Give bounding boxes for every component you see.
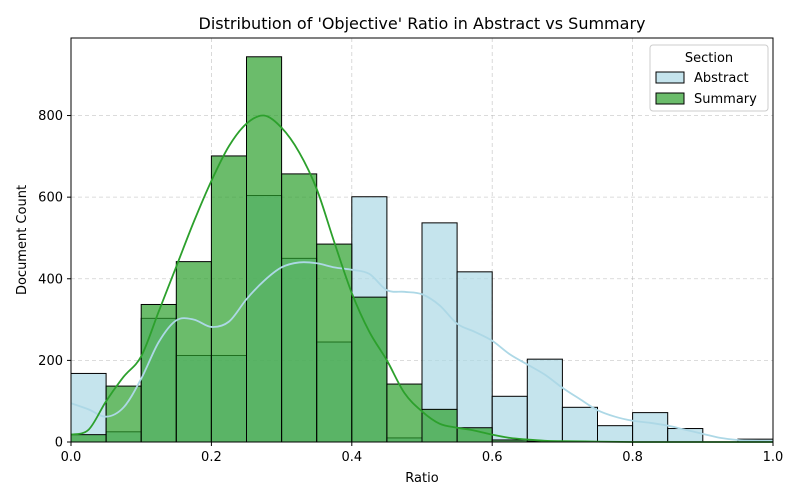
summary-bar-10 bbox=[421, 408, 458, 443]
y-tick-label-4: 800 bbox=[38, 109, 63, 124]
legend: Section Abstract Summary bbox=[649, 44, 769, 112]
x-tick-label-5: 1.0 bbox=[763, 450, 784, 465]
y-axis-ticks: 0 200 400 600 800 bbox=[38, 109, 71, 451]
abstract-bar-16 bbox=[632, 412, 669, 443]
y-axis-label: Document Count bbox=[15, 185, 30, 295]
abstract-bar-0 bbox=[70, 372, 107, 443]
summary-bar-4 bbox=[210, 155, 247, 443]
x-tick-label-2: 0.4 bbox=[341, 450, 362, 465]
legend-label-abstract: Abstract bbox=[694, 71, 749, 86]
y-tick-label-2: 400 bbox=[38, 272, 63, 287]
x-axis-ticks: 0.0 0.2 0.4 0.6 0.8 1.0 bbox=[61, 442, 784, 465]
x-tick-label-4: 0.8 bbox=[622, 450, 643, 465]
summary-bar-2 bbox=[140, 303, 177, 443]
summary-bar-6 bbox=[281, 173, 318, 443]
summary-bar-3 bbox=[175, 261, 212, 443]
chart-title: Distribution of 'Objective' Ratio in Abs… bbox=[199, 14, 646, 33]
x-axis-label: Ratio bbox=[405, 471, 438, 486]
summary-bar-7 bbox=[316, 243, 353, 443]
summary-bar-8 bbox=[351, 296, 388, 443]
abstract-bar-14 bbox=[561, 406, 599, 443]
x-tick-label-3: 0.6 bbox=[482, 450, 503, 465]
legend-title: Section bbox=[685, 51, 733, 66]
summary-bar-0 bbox=[70, 434, 107, 443]
plot-frame bbox=[70, 37, 774, 443]
summary-kde-line bbox=[70, 114, 773, 443]
legend-label-summary: Summary bbox=[694, 92, 757, 107]
abstract-bar-11 bbox=[456, 271, 493, 443]
x-tick-label-1: 0.2 bbox=[201, 450, 222, 465]
kde-curves bbox=[70, 114, 774, 443]
legend-swatch-abstract bbox=[655, 71, 685, 84]
summary-bar-5 bbox=[246, 56, 283, 443]
legend-swatch-summary bbox=[655, 92, 685, 105]
y-tick-label-0: 0 bbox=[55, 436, 63, 451]
abstract-kde-line bbox=[70, 261, 774, 443]
y-tick-label-3: 600 bbox=[38, 191, 63, 206]
y-tick-label-1: 200 bbox=[38, 354, 63, 369]
x-tick-label-0: 0.0 bbox=[61, 450, 82, 465]
summary-bar-1 bbox=[105, 385, 142, 443]
abstract-bar-13 bbox=[526, 358, 563, 443]
abstract-bar-12 bbox=[491, 395, 528, 443]
abstract-bar-15 bbox=[597, 425, 634, 443]
